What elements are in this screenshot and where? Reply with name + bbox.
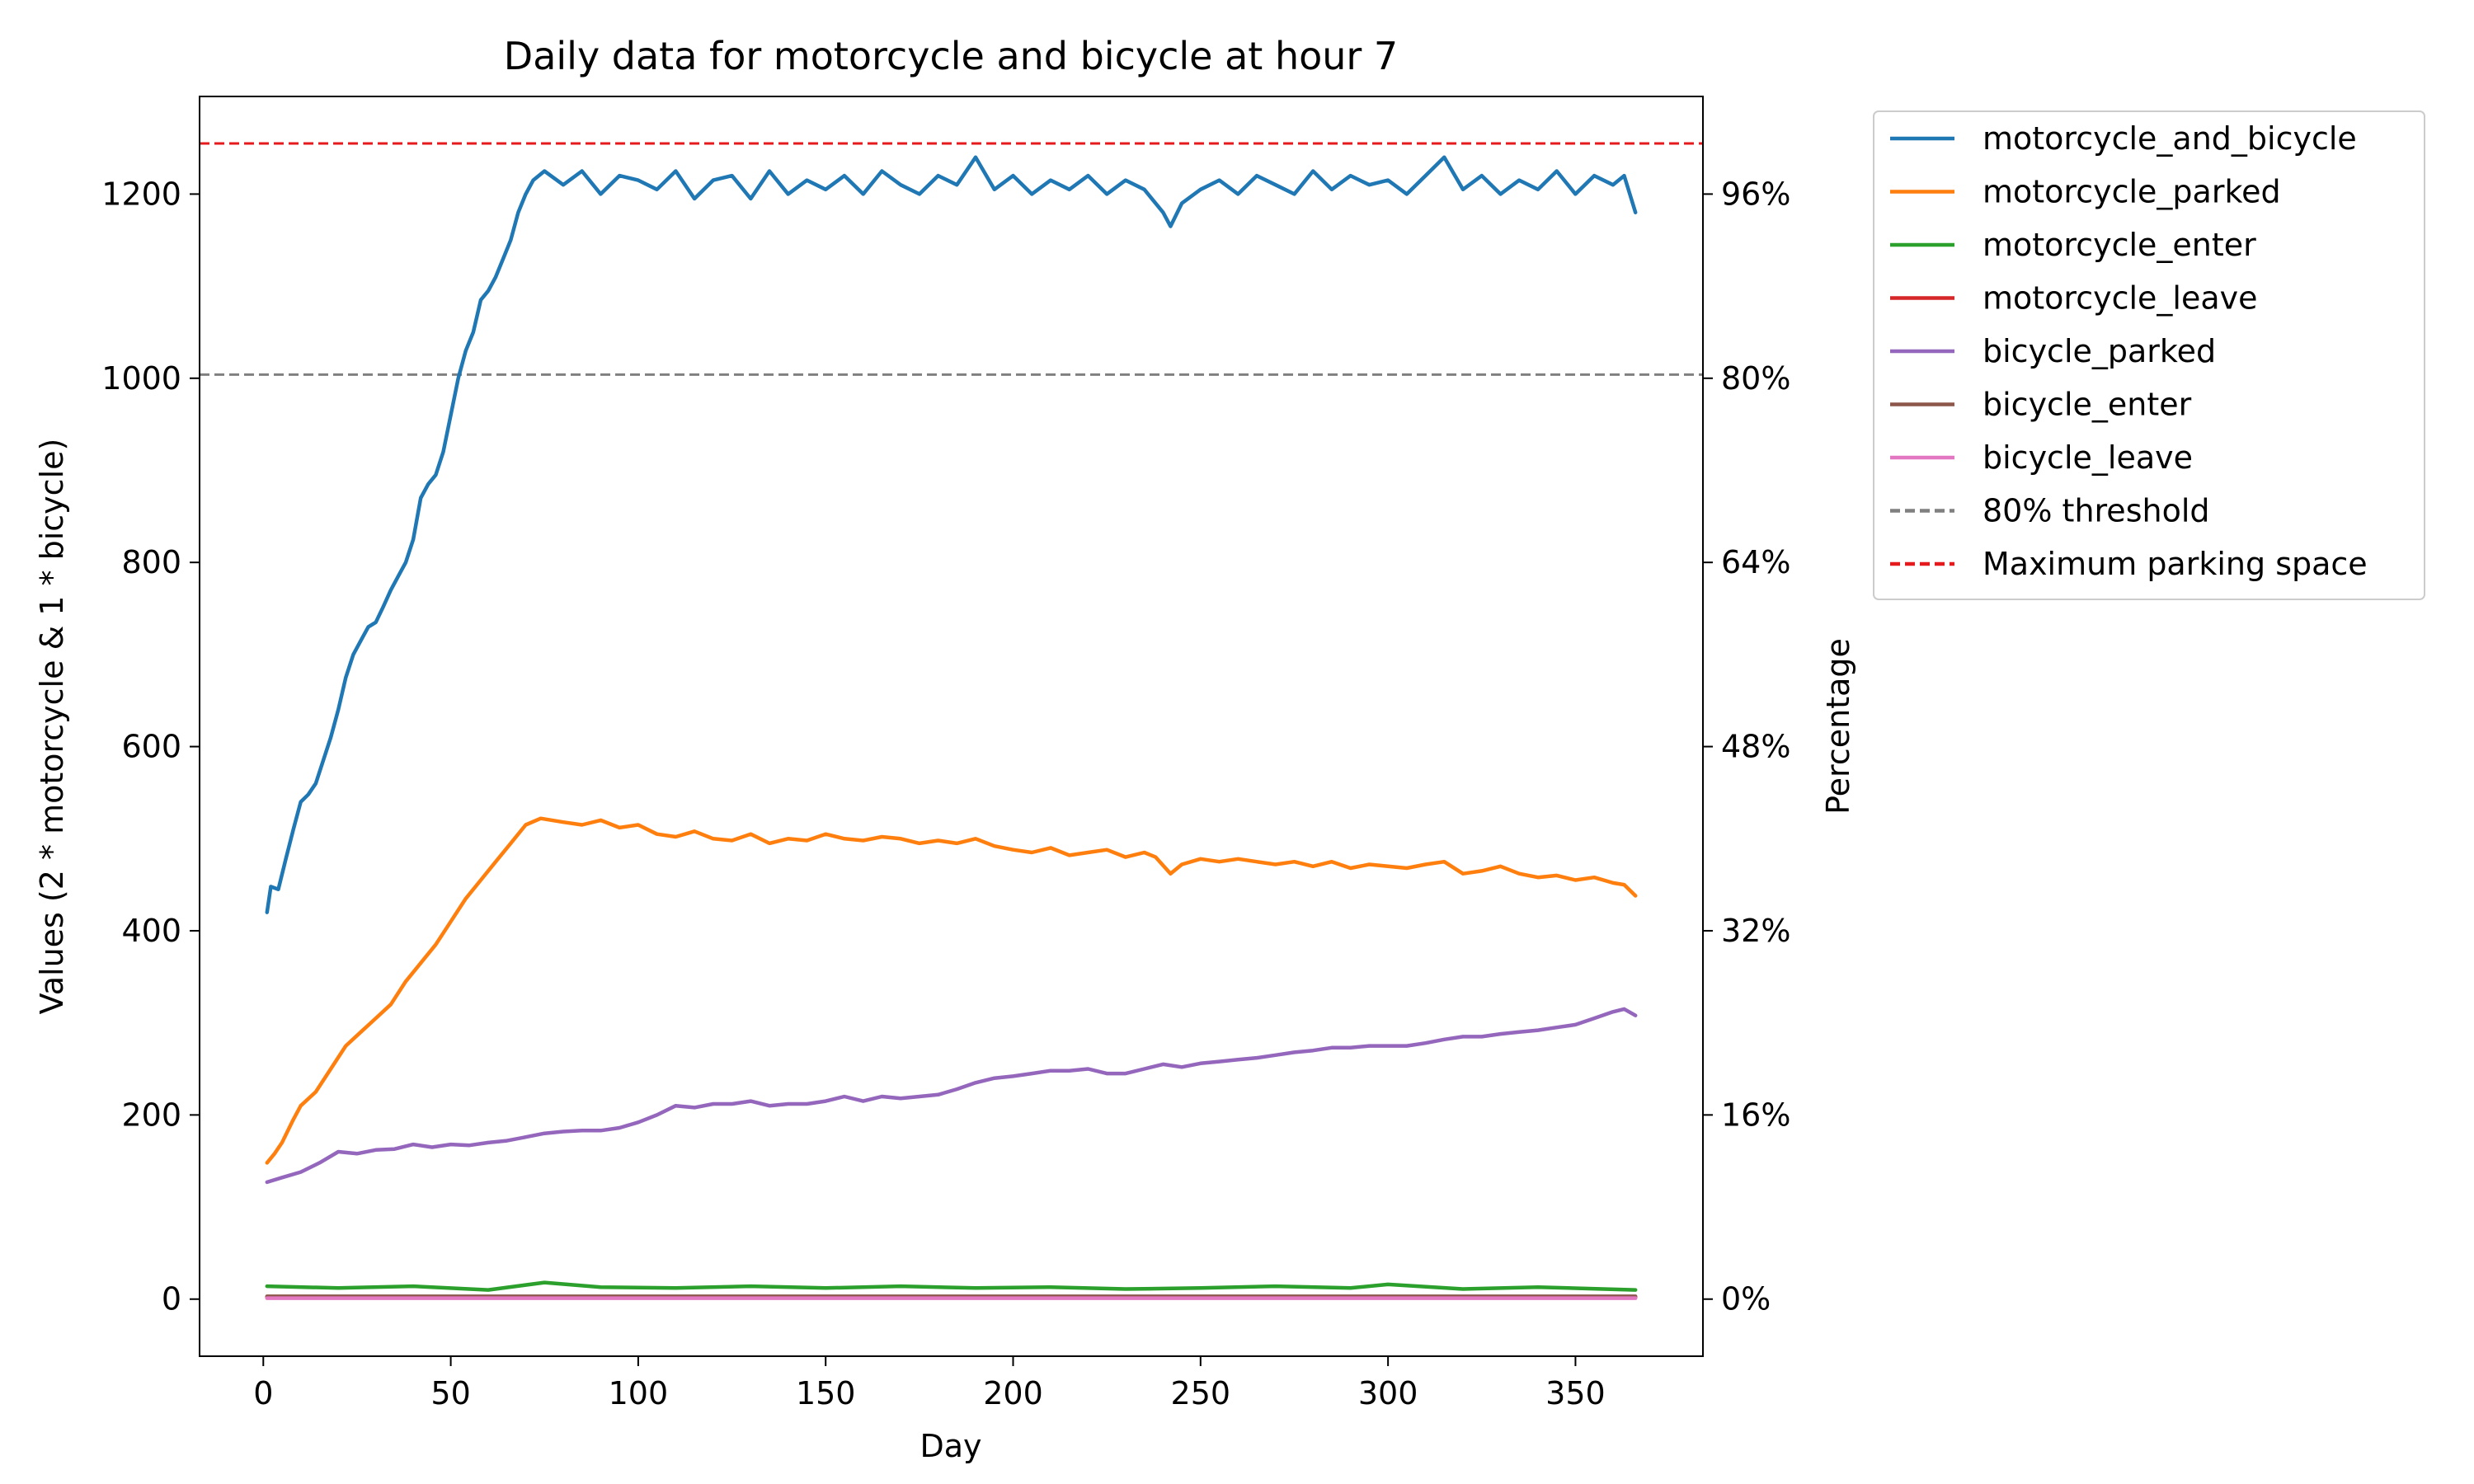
y2-tick-label: 32% <box>1721 913 1790 949</box>
legend: motorcycle_and_bicycle motorcycle_parkedm… <box>1873 110 2425 600</box>
series-lines <box>265 155 1638 1300</box>
y-axis-label: Values (2 * motorcycle & 1 * bicycle) <box>34 439 70 1015</box>
x-tick-label: 150 <box>796 1375 856 1411</box>
series-line-motorcycle-parked <box>265 816 1638 1165</box>
plot-area <box>200 142 1703 1300</box>
reference-lines <box>200 142 1703 376</box>
legend-label: bicycle_parked <box>1982 333 2216 369</box>
series-line-motorcycle-and-bicycle <box>265 155 1638 914</box>
y2-tick-label: 96% <box>1721 176 1790 212</box>
x-axis-label: Day <box>920 1428 981 1464</box>
x-axis: 0 50 100 150 200 250 300 350 <box>253 1356 1606 1411</box>
y-tick-label: 1000 <box>101 360 181 397</box>
y-tick-label: 600 <box>121 729 181 765</box>
y2-axis: 0% 16% 32% 48% 64% 80% 96% <box>1703 176 1790 1317</box>
legend-label: motorcycle_enter <box>1982 227 2256 263</box>
y-axis: 0 200 400 600 800 1000 1200 <box>101 176 200 1317</box>
x-tick-label: 50 <box>430 1375 470 1411</box>
chart-title: Daily data for motorcycle and bicycle at… <box>504 34 1398 78</box>
series-line-motorcycle-enter <box>265 1280 1638 1292</box>
y-tick-label: 200 <box>121 1097 181 1133</box>
y2-axis-label: Percentage <box>1820 638 1856 815</box>
y2-tick-label: 64% <box>1721 544 1790 580</box>
x-tick-label: 0 <box>253 1375 273 1411</box>
legend-label: motorcycle_and_bicycle <box>1982 120 2357 157</box>
y-tick-label: 0 <box>162 1281 181 1317</box>
y-tick-label: 1200 <box>101 176 181 212</box>
y2-tick-label: 0% <box>1721 1281 1771 1317</box>
y2-tick-label: 80% <box>1721 360 1790 397</box>
y-tick-label: 400 <box>121 913 181 949</box>
x-tick-label: 100 <box>609 1375 669 1411</box>
x-tick-label: 300 <box>1358 1375 1418 1411</box>
x-tick-label: 200 <box>983 1375 1043 1411</box>
legend-label: motorcycle_leave <box>1982 280 2258 317</box>
y2-tick-label: 16% <box>1721 1097 1790 1133</box>
series-line-bicycle-parked <box>265 1007 1638 1185</box>
y2-tick-label: 48% <box>1721 729 1790 765</box>
legend-label: Maximum parking space <box>1982 546 2368 582</box>
legend-label: 80% threshold <box>1982 493 2210 529</box>
legend-box <box>1873 110 2425 600</box>
legend-label: motorcycle_parked <box>1982 174 2281 210</box>
plot-frame <box>199 96 1704 1357</box>
x-tick-label: 250 <box>1171 1375 1231 1411</box>
legend-label: bicycle_leave <box>1982 439 2193 476</box>
x-tick-label: 350 <box>1545 1375 1606 1411</box>
y-tick-label: 800 <box>121 544 181 580</box>
legend-label: bicycle_enter <box>1982 387 2192 423</box>
